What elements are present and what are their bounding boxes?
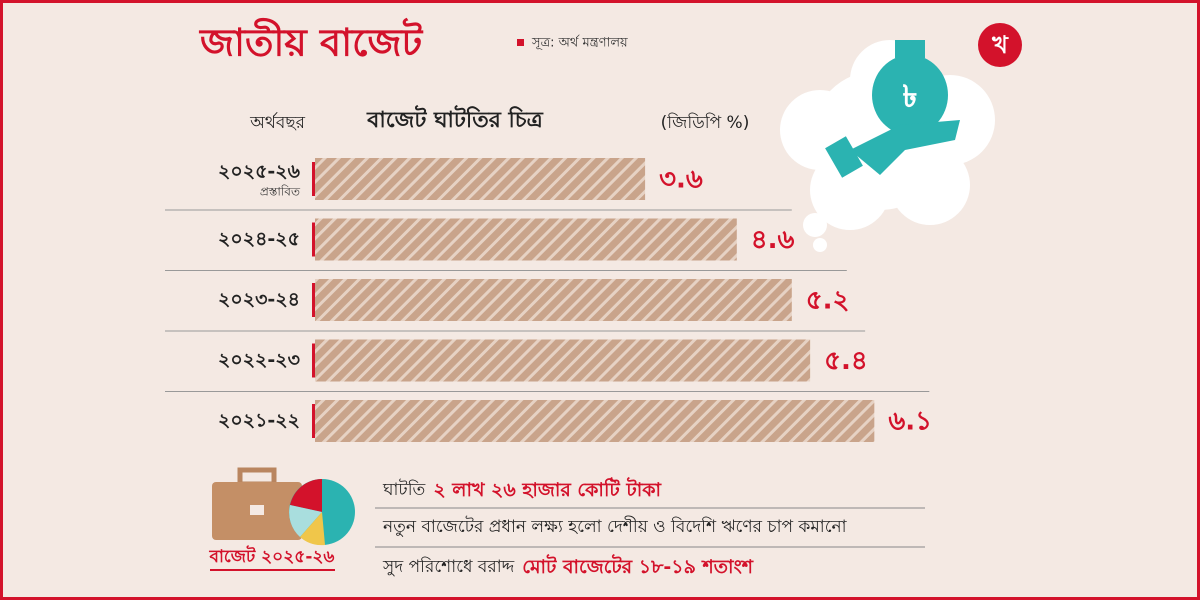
category-label: ২০২৩-২৪ (218, 289, 300, 311)
note: সুদ পরিশোধে বরাদ্দ মোট বাজেটের ১৮-১৯ শতাং… (382, 554, 754, 578)
bar-marker (312, 283, 315, 317)
source: সূত্র: অর্থ মন্ত্রণালয় (531, 35, 628, 51)
bar (315, 218, 737, 261)
unit-label: (জিডিপি %) (661, 112, 750, 133)
svg-text:৳: ৳ (903, 80, 918, 115)
value-label: ৪.৬ (751, 225, 795, 255)
note-highlight: মোট বাজেটের ১৮-১৯ শতাংশ (522, 554, 754, 578)
logo: খ (991, 31, 1009, 59)
briefcase-icon (212, 467, 355, 546)
source-bullet (517, 39, 524, 46)
title: জাতীয় বাজেট (198, 18, 423, 65)
bar (315, 158, 646, 200)
bar-marker (312, 162, 315, 196)
bar-marker (312, 343, 315, 378)
category-label: ২০২১-২২ (218, 410, 300, 432)
value-label: ৫.৪ (824, 346, 868, 376)
category-label: ২০২২-২৩ (218, 349, 300, 371)
note: ঘাটতি ২ লাখ ২৬ হাজার কোটি টাকা (382, 477, 662, 501)
value-label: ৫.২ (806, 286, 850, 316)
category-label: ২০২৪-২৫ (218, 228, 300, 250)
chart-title: বাজেট ঘাটতির চিত্র (366, 105, 543, 133)
bar (315, 400, 875, 442)
note-text: সুদ পরিশোধে বরাদ্দ (382, 556, 515, 577)
category-header: অর্থবছর (249, 112, 305, 133)
category-note: প্রস্তাবিত (260, 185, 301, 199)
bar-marker (312, 404, 315, 438)
note-highlight: ২ লাখ ২৬ হাজার কোটি টাকা (433, 477, 662, 501)
note: নতুন বাজেটের প্রধান লক্ষ্য হলো দেশীয় ও … (382, 516, 848, 537)
badge: বাজেট ২০২৫-২৬ (209, 545, 335, 567)
money-bag-icon: ৳ (825, 40, 960, 178)
bar (315, 279, 792, 321)
bar (315, 339, 811, 382)
value-label: ৬.১ (888, 407, 932, 437)
note-text: নতুন বাজেটের প্রধান লক্ষ্য হলো দেশীয় ও … (382, 516, 848, 537)
bar-marker (312, 222, 315, 257)
category-label: ২০২৫-২৬ (218, 161, 301, 183)
logo-circle (978, 23, 1022, 67)
value-label: ৩.৬ (659, 165, 703, 195)
note-text: ঘাটতি (382, 479, 426, 500)
